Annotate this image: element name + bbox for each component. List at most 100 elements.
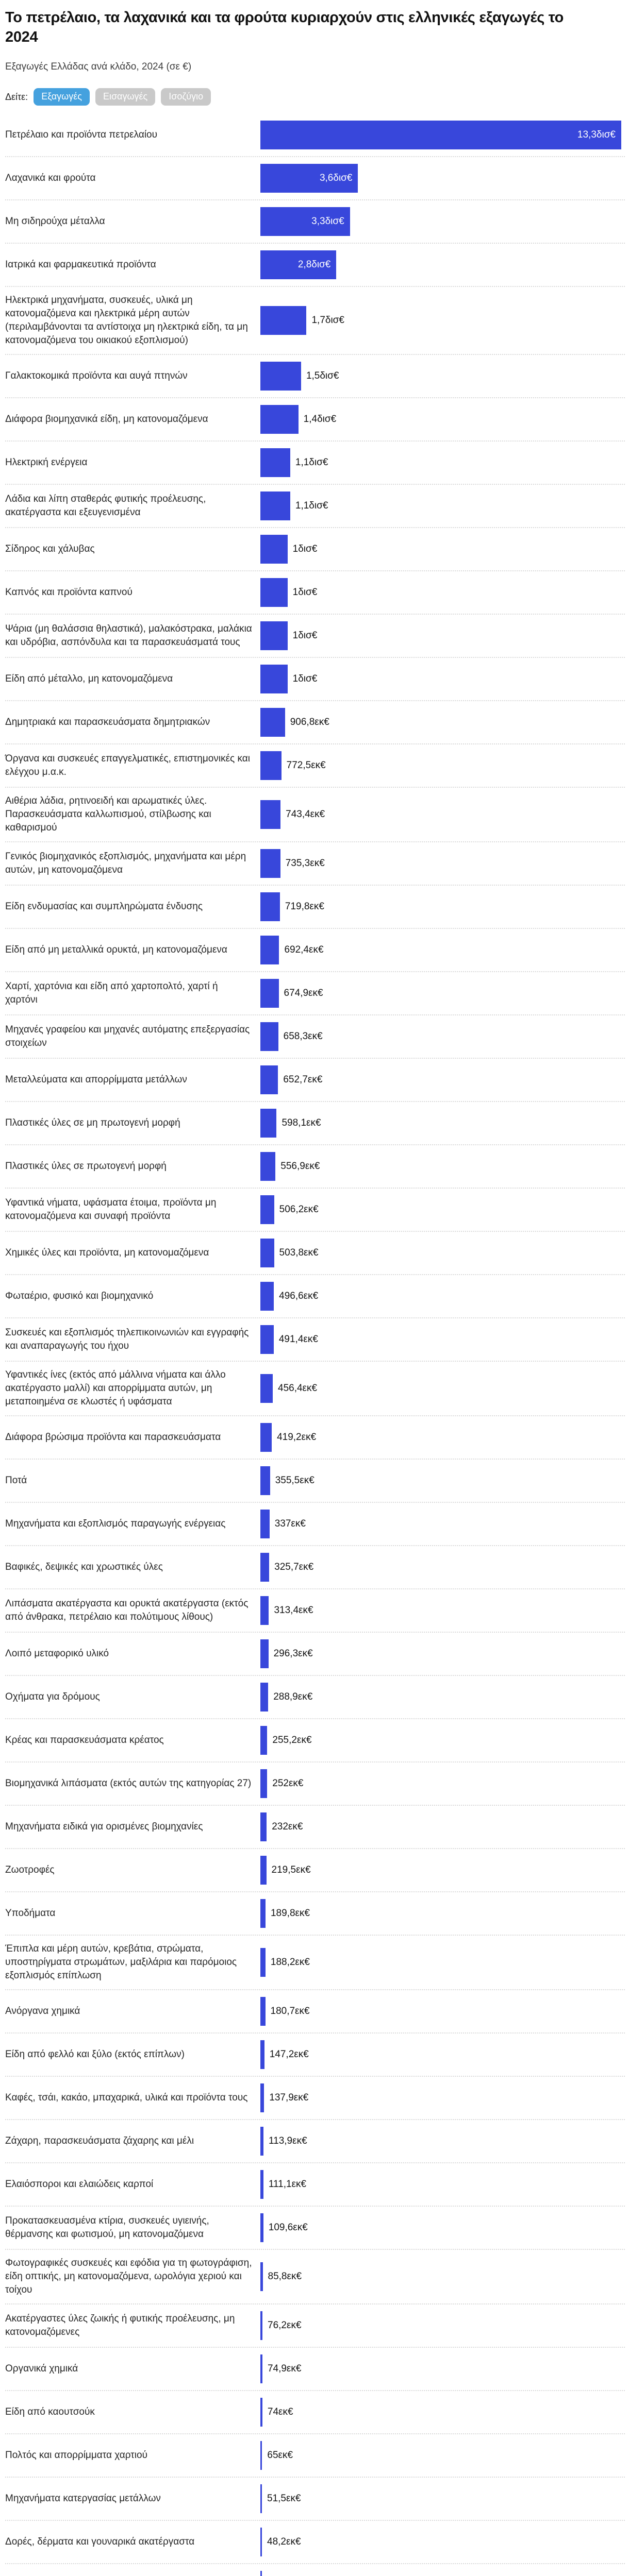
bar-cell: 325,7εκ€ [260, 1553, 625, 1582]
bar-cell: 496,6εκ€ [260, 1282, 625, 1311]
row-label: Λαχανικά και φρούτα [5, 173, 96, 184]
bar-row: Ποτά 355,5εκ€ [5, 1460, 625, 1503]
value-outside: 85,8εκ€ [268, 2271, 302, 2282]
bar [260, 1466, 270, 1496]
bar-cell: 76,2εκ€ [260, 2311, 625, 2341]
bar-row: Έπιπλα και μέρη αυτών, κρεβάτια, στρώματ… [5, 1936, 625, 1991]
row-label: Είδη ενδυμασίας και συμπληρώματα ένδυσης [5, 901, 203, 912]
value-outside: 772,5εκ€ [286, 760, 326, 771]
bar [260, 1596, 269, 1625]
row-label: Μηχανήματα ειδικά για ορισμένες βιομηχαν… [5, 1821, 203, 1833]
bar-row: Πετρέλαιο και προϊόντα πετρελαίου 13,3δι… [5, 114, 625, 158]
bar-cell: 743,4εκ€ [260, 800, 625, 829]
row-label: Γενικός βιομηχανικός εξοπλισμός, μηχανήμ… [5, 851, 246, 876]
value-outside: 1,4δισ€ [303, 414, 337, 425]
bar-cell: 288,9εκ€ [260, 1683, 625, 1712]
row-label: Είδη από φελλό και ξύλο (εκτός επίπλων) [5, 2049, 185, 2060]
value-outside: 1,5δισ€ [306, 370, 339, 382]
tab-imports[interactable]: Εισαγωγές [95, 88, 156, 106]
bar [260, 1109, 277, 1138]
bar [260, 2213, 263, 2243]
row-label: Ακατέργαστες ύλες ζωικής ή φυτικής προέλ… [5, 2313, 235, 2338]
bar-cell: 419,2εκ€ [260, 1423, 625, 1452]
bar [260, 362, 301, 391]
row-label: Βιομηχανικά λιπάσματα (εκτός αυτών της κ… [5, 1778, 252, 1789]
row-label: Ποτά [5, 1475, 27, 1486]
bar [260, 751, 282, 781]
bar: 13,3δισ€ [260, 121, 621, 150]
bar-cell: 735,3εκ€ [260, 849, 625, 878]
bar-cell: 506,2εκ€ [260, 1195, 625, 1225]
bar-cell: 13,3δισ€ [260, 121, 625, 150]
bar-row: Είδη από μη μεταλλικά ορυκτά, μη κατονομ… [5, 929, 625, 973]
tab-balance[interactable]: Ισοζύγιο [161, 88, 211, 106]
bar [260, 2354, 262, 2384]
bar-row: Μηχανήματα και εξοπλισμός παραγωγής ενέρ… [5, 1503, 625, 1547]
bar-row: Ηλεκτρικά μηχανήματα, συσκευές, υλικά μη… [5, 287, 625, 355]
bar [260, 1683, 269, 1712]
bar [260, 1769, 268, 1799]
bar-cell: 491,4εκ€ [260, 1325, 625, 1354]
row-label: Λιπάσματα ακατέργαστα και ορυκτά ακατέργ… [5, 1598, 249, 1623]
value-outside: 74,9εκ€ [267, 2363, 302, 2375]
bar [260, 979, 279, 1008]
bar-row: Φωταέριο, φυσικό και βιομηχανικό 496,6εκ… [5, 1275, 625, 1319]
bar-cell: 1,4δισ€ [260, 405, 625, 434]
bar-cell: 337εκ€ [260, 1510, 625, 1539]
bar-cell: 1δισ€ [260, 621, 625, 651]
tab-exports[interactable]: Εξαγωγές [34, 88, 90, 106]
value-outside: 48,2εκ€ [267, 2536, 301, 2548]
bar [260, 1948, 266, 1977]
bar-cell: 1,1δισ€ [260, 492, 625, 521]
value-outside: 1δισ€ [292, 673, 318, 685]
row-label: Συσκευές και εξοπλισμός τηλεπικοινωνιών … [5, 1327, 249, 1352]
value-outside: 137,9εκ€ [269, 2092, 309, 2104]
bar-row: Σίδηρος και χάλυβας 1δισ€ [5, 528, 625, 572]
bar [260, 1022, 278, 1052]
bar-cell: 1δισ€ [260, 665, 625, 694]
row-label: Λοιπό μεταφορικό υλικό [5, 1648, 109, 1659]
row-label: Χαρτί, χαρτόνια και είδη από χαρτοπολτό,… [5, 981, 218, 1006]
row-label: Υφαντικές ίνες (εκτός από μάλλινα νήματα… [5, 1369, 226, 1408]
bar-cell: 719,8εκ€ [260, 892, 625, 922]
bar-cell: 1δισ€ [260, 578, 625, 607]
row-label: Πλαστικές ύλες σε μη πρωτογενή μορφή [5, 1117, 180, 1129]
value-outside: 503,8εκ€ [279, 1247, 319, 1259]
row-label: Βαφικές, δεψικές και χρωστικές ύλες [5, 1562, 163, 1573]
bar [260, 2170, 263, 2199]
row-label: Πετρέλαιο και προϊόντα πετρελαίου [5, 129, 158, 141]
bar-row: Βιομηχανικά λιπάσματα (εκτός αυτών της κ… [5, 1762, 625, 1806]
bar [260, 2441, 262, 2470]
bar-row: Συσκευές και εξοπλισμός τηλεπικοινωνιών … [5, 1318, 625, 1362]
row-label: Πολτός και απορρίμματα χαρτιού [5, 2450, 147, 2461]
bar-row: Λάδια και λίπη σταθεράς φυτικής προέλευσ… [5, 485, 625, 529]
bar-cell: 658,3εκ€ [260, 1022, 625, 1052]
value-outside: 313,4εκ€ [274, 1605, 313, 1616]
value-inside: 2,8δισ€ [297, 259, 331, 270]
bar-cell: 65εκ€ [260, 2441, 625, 2470]
row-label: Ανόργανα χημικά [5, 2006, 80, 2017]
value-outside: 109,6εκ€ [268, 2222, 308, 2233]
value-inside: 3,3δισ€ [311, 216, 344, 227]
row-label: Ψάρια (μη θαλάσσια θηλαστικά), μαλακόστρ… [5, 623, 252, 648]
value-outside: 232εκ€ [272, 1821, 303, 1833]
row-label: Είδη από καουτσούκ [5, 2406, 95, 2418]
page-title: Το πετρέλαιο, τα λαχανικά και τα φρούτα … [5, 9, 564, 45]
bar-row: Ανόργανα χημικά 180,7εκ€ [5, 1990, 625, 2034]
bar [260, 1065, 278, 1095]
bar-cell: 313,4εκ€ [260, 1596, 625, 1625]
value-outside: 719,8εκ€ [285, 901, 324, 912]
bar [260, 1195, 274, 1225]
bar-row: Διάφορα βρώσιμα προϊόντα και παρασκευάσμ… [5, 1416, 625, 1460]
bar-cell: 252εκ€ [260, 1769, 625, 1799]
bar [260, 1374, 273, 1403]
bar-row: Μη σιδηρούχα μέταλλα 3,3δισ€ [5, 200, 625, 244]
bar-row: Κρέας και παρασκευάσματα κρέατος 255,2εκ… [5, 1719, 625, 1763]
bar [260, 1899, 266, 1928]
bar [260, 1325, 274, 1354]
bar-row: Λιπάσματα ακατέργαστα και ορυκτά ακατέργ… [5, 1589, 625, 1633]
bar-cell: 674,9εκ€ [260, 979, 625, 1008]
value-outside: 325,7εκ€ [274, 1562, 314, 1573]
bar-row: Μηχανήματα κατεργασίας μετάλλων 51,5εκ€ [5, 2478, 625, 2521]
bar-row: Πλαστικές ύλες σε μη πρωτογενή μορφή 598… [5, 1102, 625, 1146]
